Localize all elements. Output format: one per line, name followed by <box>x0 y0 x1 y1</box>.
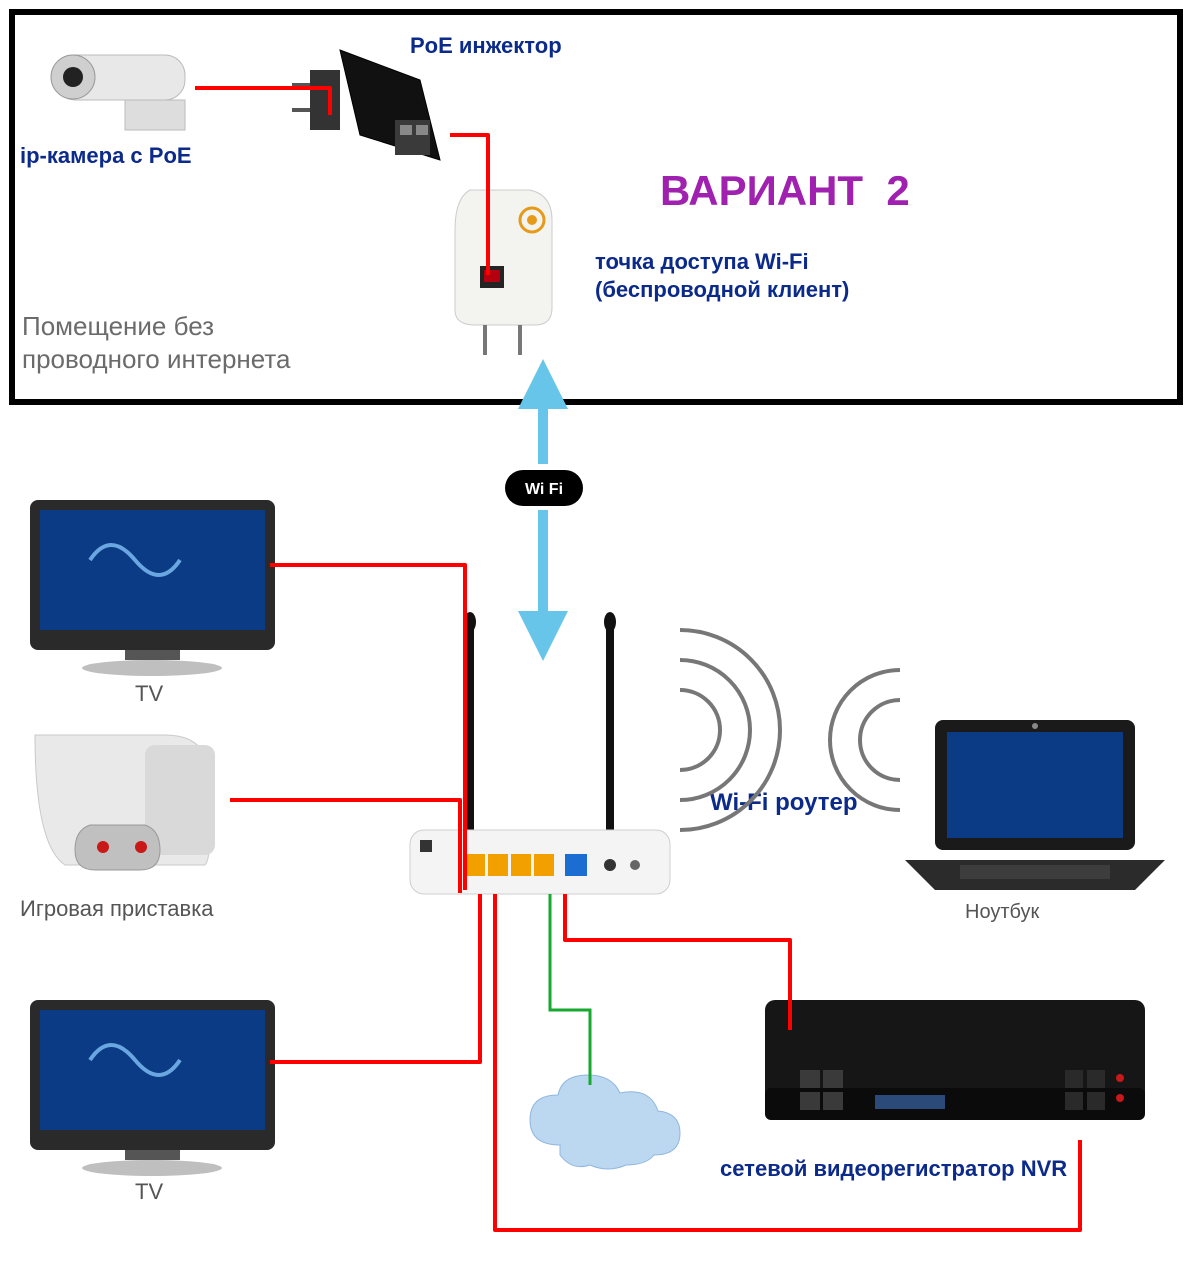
tv2-icon <box>30 1000 275 1176</box>
nvr-icon <box>765 1000 1145 1120</box>
wifi-ap-label: точка доступа Wi-Fi (беспроводной клиент… <box>595 248 849 303</box>
nvr-label: сетевой видеорегистратор NVR <box>720 1155 1067 1183</box>
internet-cloud-icon <box>530 1075 680 1169</box>
console-label: Игровая приставка <box>20 895 214 923</box>
tv1-label: TV <box>135 680 163 708</box>
router-label: Wi-Fi роутер <box>710 788 858 818</box>
internet-cable <box>550 894 590 1085</box>
tv1-icon <box>30 500 275 676</box>
poe-injector-label: PoE инжектор <box>410 32 562 60</box>
console-icon <box>35 735 215 870</box>
room-caption: Помещение без проводного интернета <box>22 310 290 375</box>
ip-camera-label: ip-камера с PoE <box>20 142 192 170</box>
ip-camera-icon <box>51 55 185 130</box>
laptop-icon <box>905 720 1165 890</box>
laptop-label: Ноутбук <box>965 900 1039 925</box>
internet-label: Internet <box>570 1126 651 1154</box>
diagram-svg: Wi Fi <box>0 0 1200 1280</box>
wifi-logo-icon: Wi Fi <box>505 470 583 506</box>
diagram-title: ВАРИАНТ 2 <box>660 165 910 218</box>
poe-injector-icon <box>292 50 440 160</box>
svg-text:Wi Fi: Wi Fi <box>525 481 563 498</box>
tv2-label: TV <box>135 1178 163 1206</box>
router-icon <box>410 612 670 894</box>
diagram-canvas: ВАРИАНТ 2 Помещение без проводного интер… <box>0 0 1200 1280</box>
wifi-ap-icon <box>455 190 552 355</box>
